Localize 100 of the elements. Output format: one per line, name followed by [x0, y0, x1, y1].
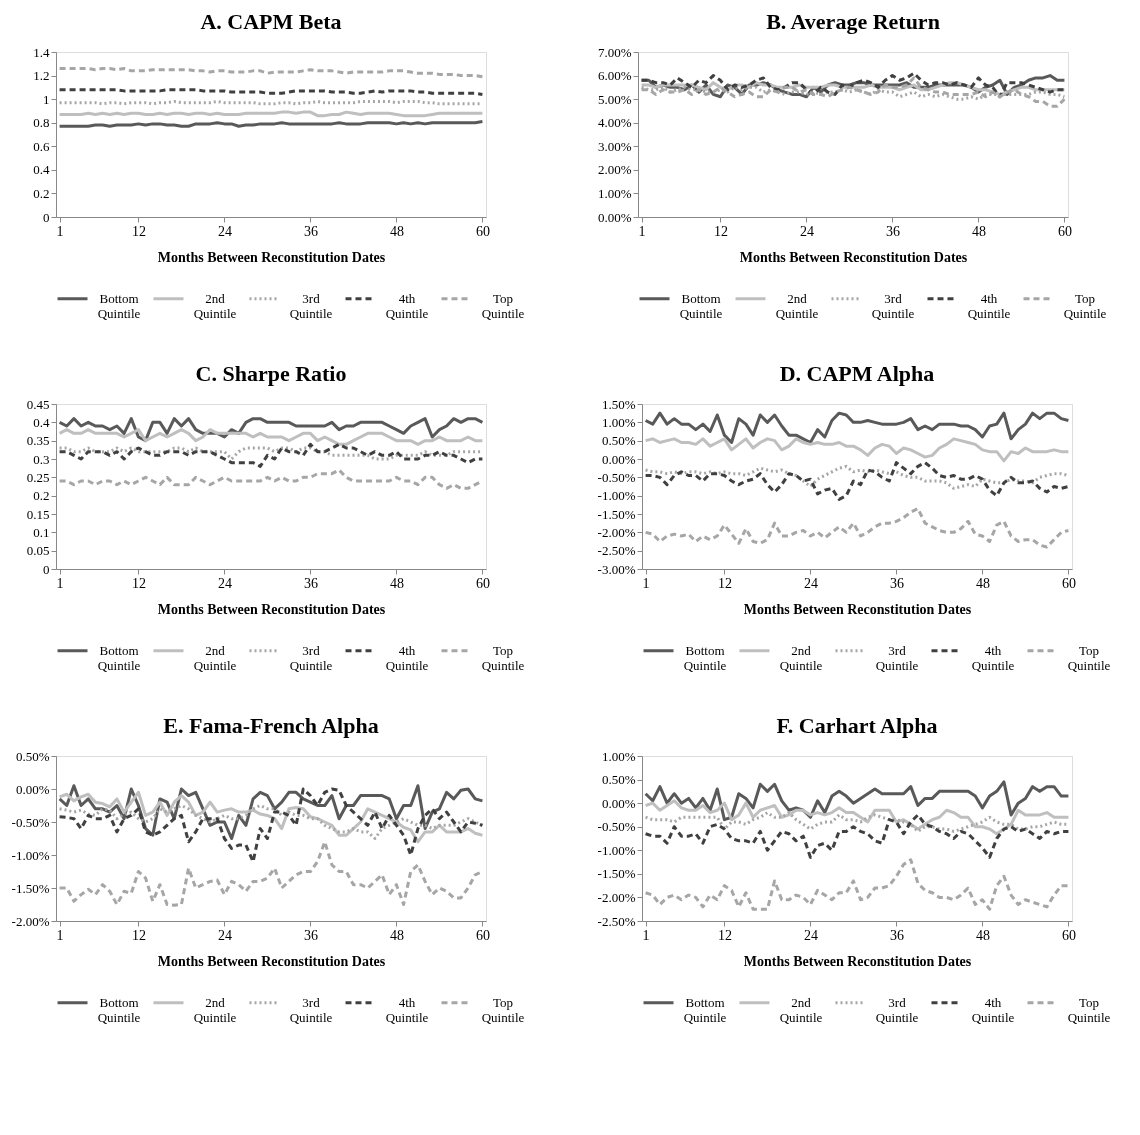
y-tick-label: 1.00% — [601, 748, 636, 764]
legend-label: Top Quintile — [1063, 290, 1107, 321]
y-tick-label: 7.00% — [597, 44, 632, 60]
y-tick-label: 0.05 — [26, 543, 50, 559]
legend-label: 2nd Quintile — [775, 290, 819, 321]
y-tick-label: -0.50% — [597, 469, 636, 485]
x-tick-label: 60 — [1061, 927, 1076, 943]
legend-label: 2nd Quintile — [779, 994, 823, 1025]
y-tick-label: -1.50% — [597, 506, 636, 522]
y-tick-label: 0.25 — [26, 469, 50, 485]
x-tick-label: 48 — [389, 223, 404, 239]
x-tick-label: 48 — [971, 223, 986, 239]
x-tick-label: 1 — [638, 223, 646, 239]
x-tick-label: 1 — [56, 575, 64, 591]
legend-label: 3rd Quintile — [871, 290, 915, 321]
y-tick-label: 0.1 — [33, 524, 50, 540]
legend-label: Bottom Quintile — [683, 994, 727, 1025]
x-tick-label: 48 — [389, 575, 404, 591]
y-tick-label: 0.35 — [26, 433, 50, 449]
legend-label: Bottom Quintile — [97, 290, 141, 321]
legend-label: Bottom Quintile — [97, 642, 141, 673]
x-tick-label: 24 — [217, 223, 232, 239]
legend-label: Top Quintile — [1067, 994, 1111, 1025]
y-tick-label: 0.00% — [601, 795, 636, 811]
legend-label: Bottom Quintile — [683, 642, 727, 673]
y-tick-label: -2.00% — [597, 889, 636, 905]
legend-label: 3rd Quintile — [875, 642, 919, 673]
legend-label: Bottom Quintile — [97, 994, 141, 1025]
x-tick-label: 60 — [1061, 575, 1076, 591]
x-tick-label: 60 — [475, 927, 490, 943]
x-axis-title: Months Between Reconstitution Dates — [157, 953, 386, 969]
y-tick-label: -2.00% — [11, 913, 50, 929]
x-tick-label: 24 — [217, 575, 232, 591]
x-tick-label: 12 — [131, 223, 146, 239]
y-tick-label: 0.00% — [601, 451, 636, 467]
legend-label: 4th Quintile — [385, 642, 429, 673]
y-tick-label: -3.00% — [597, 561, 636, 577]
y-tick-label: 0.15 — [26, 506, 50, 522]
legend-label: 2nd Quintile — [193, 642, 237, 673]
y-tick-label: 3.00% — [597, 138, 632, 154]
x-tick-label: 48 — [975, 927, 990, 943]
x-tick-label: 36 — [889, 927, 904, 943]
x-tick-label: 12 — [131, 575, 146, 591]
legend-label: Top Quintile — [1067, 642, 1111, 673]
chart-title: A. CAPM Beta — [200, 9, 342, 34]
y-tick-label: 0.00% — [597, 209, 632, 225]
y-tick-label: 1.00% — [601, 414, 636, 430]
y-tick-label: 0.50% — [601, 433, 636, 449]
x-axis-title: Months Between Reconstitution Dates — [743, 953, 972, 969]
y-tick-label: -2.50% — [597, 543, 636, 559]
x-tick-label: 12 — [717, 575, 732, 591]
x-tick-label: 24 — [803, 927, 818, 943]
y-tick-label: 0.6 — [33, 138, 50, 154]
legend-label: Bottom Quintile — [679, 290, 723, 321]
y-tick-label: 1.4 — [33, 44, 50, 60]
x-tick-label: 60 — [475, 575, 490, 591]
y-tick-label: -0.50% — [11, 814, 50, 830]
y-tick-label: 0.00% — [15, 781, 50, 797]
x-axis-title: Months Between Reconstitution Dates — [157, 249, 386, 265]
x-tick-label: 12 — [131, 927, 146, 943]
y-tick-label: 0.50% — [601, 772, 636, 788]
chart-title: F. Carhart Alpha — [776, 713, 938, 738]
y-tick-label: 1 — [43, 91, 50, 107]
legend-label: Top Quintile — [481, 290, 525, 321]
x-tick-label: 60 — [475, 223, 490, 239]
y-tick-label: 0.2 — [33, 185, 50, 201]
legend-label: 4th Quintile — [967, 290, 1011, 321]
chart-title: B. Average Return — [766, 9, 940, 34]
x-tick-label: 1 — [642, 927, 650, 943]
y-tick-label: -1.00% — [11, 847, 50, 863]
legend-label: Top Quintile — [481, 642, 525, 673]
x-tick-label: 1 — [56, 223, 64, 239]
y-tick-label: -2.00% — [597, 524, 636, 540]
y-tick-label: 0.4 — [33, 162, 50, 178]
y-tick-label: -1.00% — [597, 842, 636, 858]
y-tick-label: 0 — [43, 209, 50, 225]
x-tick-label: 36 — [303, 575, 318, 591]
y-tick-label: -1.50% — [11, 880, 50, 896]
y-tick-label: -2.50% — [597, 913, 636, 929]
legend-label: 2nd Quintile — [193, 994, 237, 1025]
legend-label: 3rd Quintile — [875, 994, 919, 1025]
x-tick-label: 1 — [56, 927, 64, 943]
y-tick-label: 0.8 — [33, 115, 50, 131]
x-axis-title: Months Between Reconstitution Dates — [739, 249, 968, 265]
y-tick-label: 2.00% — [597, 162, 632, 178]
legend-label: 4th Quintile — [971, 994, 1015, 1025]
y-tick-label: 1.2 — [33, 68, 50, 84]
x-tick-label: 48 — [389, 927, 404, 943]
y-tick-label: 0 — [43, 561, 50, 577]
y-tick-label: 4.00% — [597, 115, 632, 131]
y-tick-label: -1.50% — [597, 866, 636, 882]
legend-label: 3rd Quintile — [289, 290, 333, 321]
legend-label: Top Quintile — [481, 994, 525, 1025]
x-tick-label: 24 — [799, 223, 814, 239]
legend-label: 2nd Quintile — [779, 642, 823, 673]
legend-label: 4th Quintile — [385, 994, 429, 1025]
y-tick-label: -1.00% — [597, 488, 636, 504]
x-tick-label: 60 — [1057, 223, 1072, 239]
chart-title: C. Sharpe Ratio — [195, 361, 347, 386]
y-tick-label: 0.4 — [33, 414, 50, 430]
